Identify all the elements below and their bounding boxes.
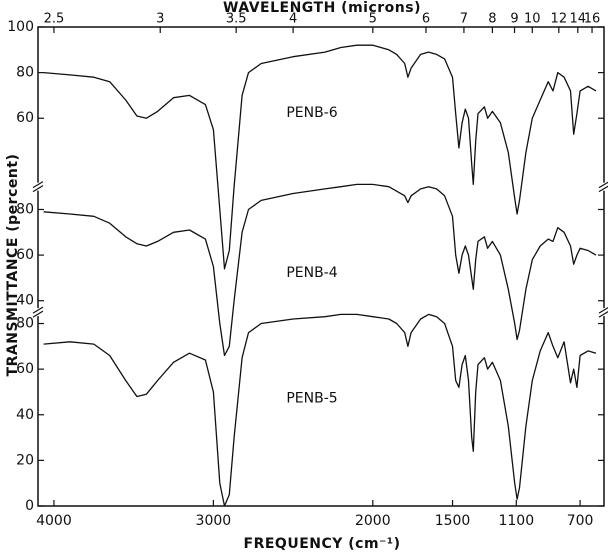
axis-break-mark bbox=[32, 310, 44, 318]
y-axis-title: TRANSMITTANCE (percent) bbox=[5, 154, 21, 377]
x2-axis-title: WAVELENGTH (microns) bbox=[223, 0, 421, 16]
spectrum-line bbox=[43, 313, 597, 507]
y-tick-label: 80 bbox=[16, 65, 34, 81]
axis-break-gap bbox=[34, 182, 42, 191]
series-label: PENB-6 bbox=[286, 105, 337, 121]
spectrum-line bbox=[43, 44, 597, 270]
x2-tick-label: 5 bbox=[369, 12, 377, 27]
x-tick-label: 1500 bbox=[435, 513, 471, 529]
y-tick-label: 60 bbox=[16, 247, 34, 263]
y-tick-label: 40 bbox=[16, 293, 34, 309]
y-tick-label: 80 bbox=[16, 201, 34, 217]
spectrum-line bbox=[43, 183, 597, 357]
y-tick-label: 100 bbox=[7, 19, 34, 35]
x2-tick-label: 4 bbox=[289, 12, 297, 27]
x2-tick-label: 9 bbox=[510, 12, 518, 27]
x2-tick-label: 6 bbox=[422, 12, 430, 27]
y-tick-label: 80 bbox=[16, 316, 34, 332]
series-label: PENB-5 bbox=[286, 390, 337, 406]
x-tick-label: 3000 bbox=[196, 513, 232, 529]
plot-frame bbox=[37, 26, 605, 507]
x-tick-label: 700 bbox=[567, 513, 594, 529]
y-tick-label: 0 bbox=[25, 498, 34, 514]
axis-break-mark bbox=[32, 181, 44, 189]
y-tick-label: 60 bbox=[16, 110, 34, 126]
y-tick-label: 60 bbox=[16, 361, 34, 377]
x-tick-label: 2000 bbox=[355, 513, 391, 529]
y-tick-label: 20 bbox=[16, 452, 34, 468]
axis-break-gap bbox=[600, 182, 608, 191]
x2-tick-label: 10 bbox=[524, 12, 541, 27]
x-axis-title: FREQUENCY (cm⁻¹) bbox=[244, 536, 401, 552]
axis-break-gap bbox=[34, 308, 42, 317]
x2-tick-label: 3 bbox=[156, 12, 164, 27]
x2-tick-label: 16 bbox=[584, 12, 601, 27]
x2-tick-label: 3.5 bbox=[226, 12, 247, 27]
axis-break-mark bbox=[598, 307, 608, 314]
axis-break-mark bbox=[598, 185, 608, 193]
axis-break-gap bbox=[600, 308, 608, 317]
x2-tick-label: 12 bbox=[551, 12, 568, 27]
y-tick-label: 40 bbox=[16, 407, 34, 423]
axis-break-mark bbox=[32, 306, 44, 314]
x2-tick-label: 2.5 bbox=[44, 12, 65, 27]
x-tick-label: 4000 bbox=[36, 513, 72, 529]
axis-break-mark bbox=[598, 181, 608, 189]
x2-tick-label: 8 bbox=[488, 12, 496, 27]
axis-break-mark bbox=[598, 311, 608, 318]
x-tick-label: 1100 bbox=[498, 513, 534, 529]
x2-tick-label: 14 bbox=[570, 12, 587, 27]
axis-break-mark bbox=[32, 185, 44, 193]
x2-tick-label: 7 bbox=[460, 12, 468, 27]
series-label: PENB-4 bbox=[286, 265, 337, 281]
